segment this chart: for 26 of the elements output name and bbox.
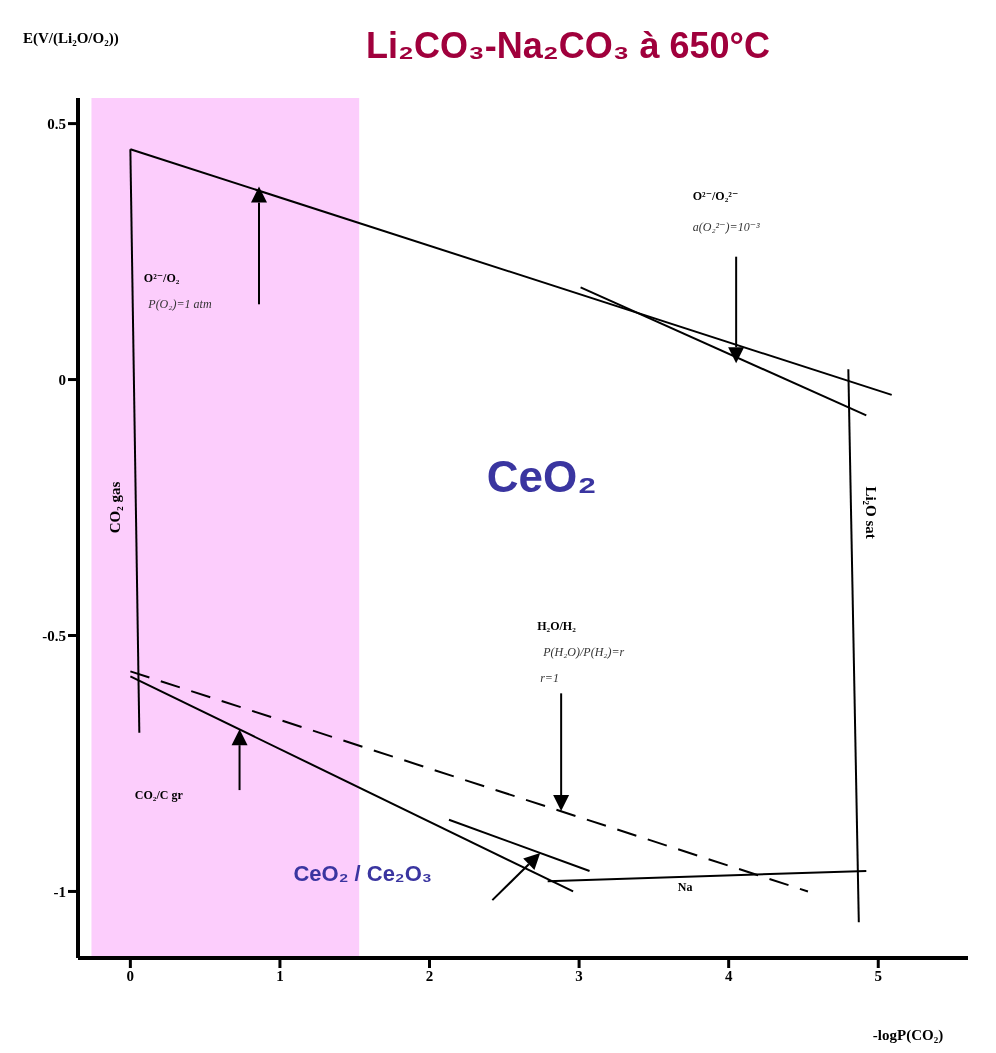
x-tick-label: 0 [126, 967, 135, 984]
x-tick-label: 4 [724, 967, 733, 984]
annotation: H₂O/H₂ [537, 619, 577, 634]
annotation: CeO₂ [486, 452, 597, 502]
y-tick-label: 0.5 [47, 115, 66, 132]
chart-title: Li₂CO₃-Na₂CO₃ à 650°C [366, 25, 770, 66]
annotation: P(H₂O)/P(H₂)=r [542, 644, 625, 659]
x-tick-label: 1 [276, 967, 284, 984]
annotation: O²⁻/O₂ [143, 271, 180, 286]
annotation: Na [677, 880, 693, 895]
x-tick-label: 5 [874, 967, 882, 984]
y-tick-label: -1 [53, 883, 66, 900]
y-tick-label: 0 [58, 371, 66, 388]
annotation: CO₂ gas [106, 481, 123, 534]
annotation: a(O₂²⁻)=10⁻³ [692, 220, 760, 235]
annotation: r=1 [540, 670, 559, 685]
y-tick-label: -0.5 [42, 627, 66, 644]
x-axis-title: -logP(CO₂) [872, 1027, 944, 1044]
annotation: O²⁻/O₂²⁻ [692, 189, 739, 204]
annotation: CeO₂ / Ce₂O₃ [293, 861, 432, 887]
x-tick-label: 2 [425, 967, 434, 984]
annotation: Li₂O sat [863, 486, 880, 539]
x-tick-label: 3 [575, 967, 583, 984]
annotation: CO₂/C gr [134, 788, 184, 803]
y-axis-title: E(V/(Li₂O/O₂)) [23, 30, 119, 47]
annotation: P(O₂)=1 atm [147, 296, 212, 311]
